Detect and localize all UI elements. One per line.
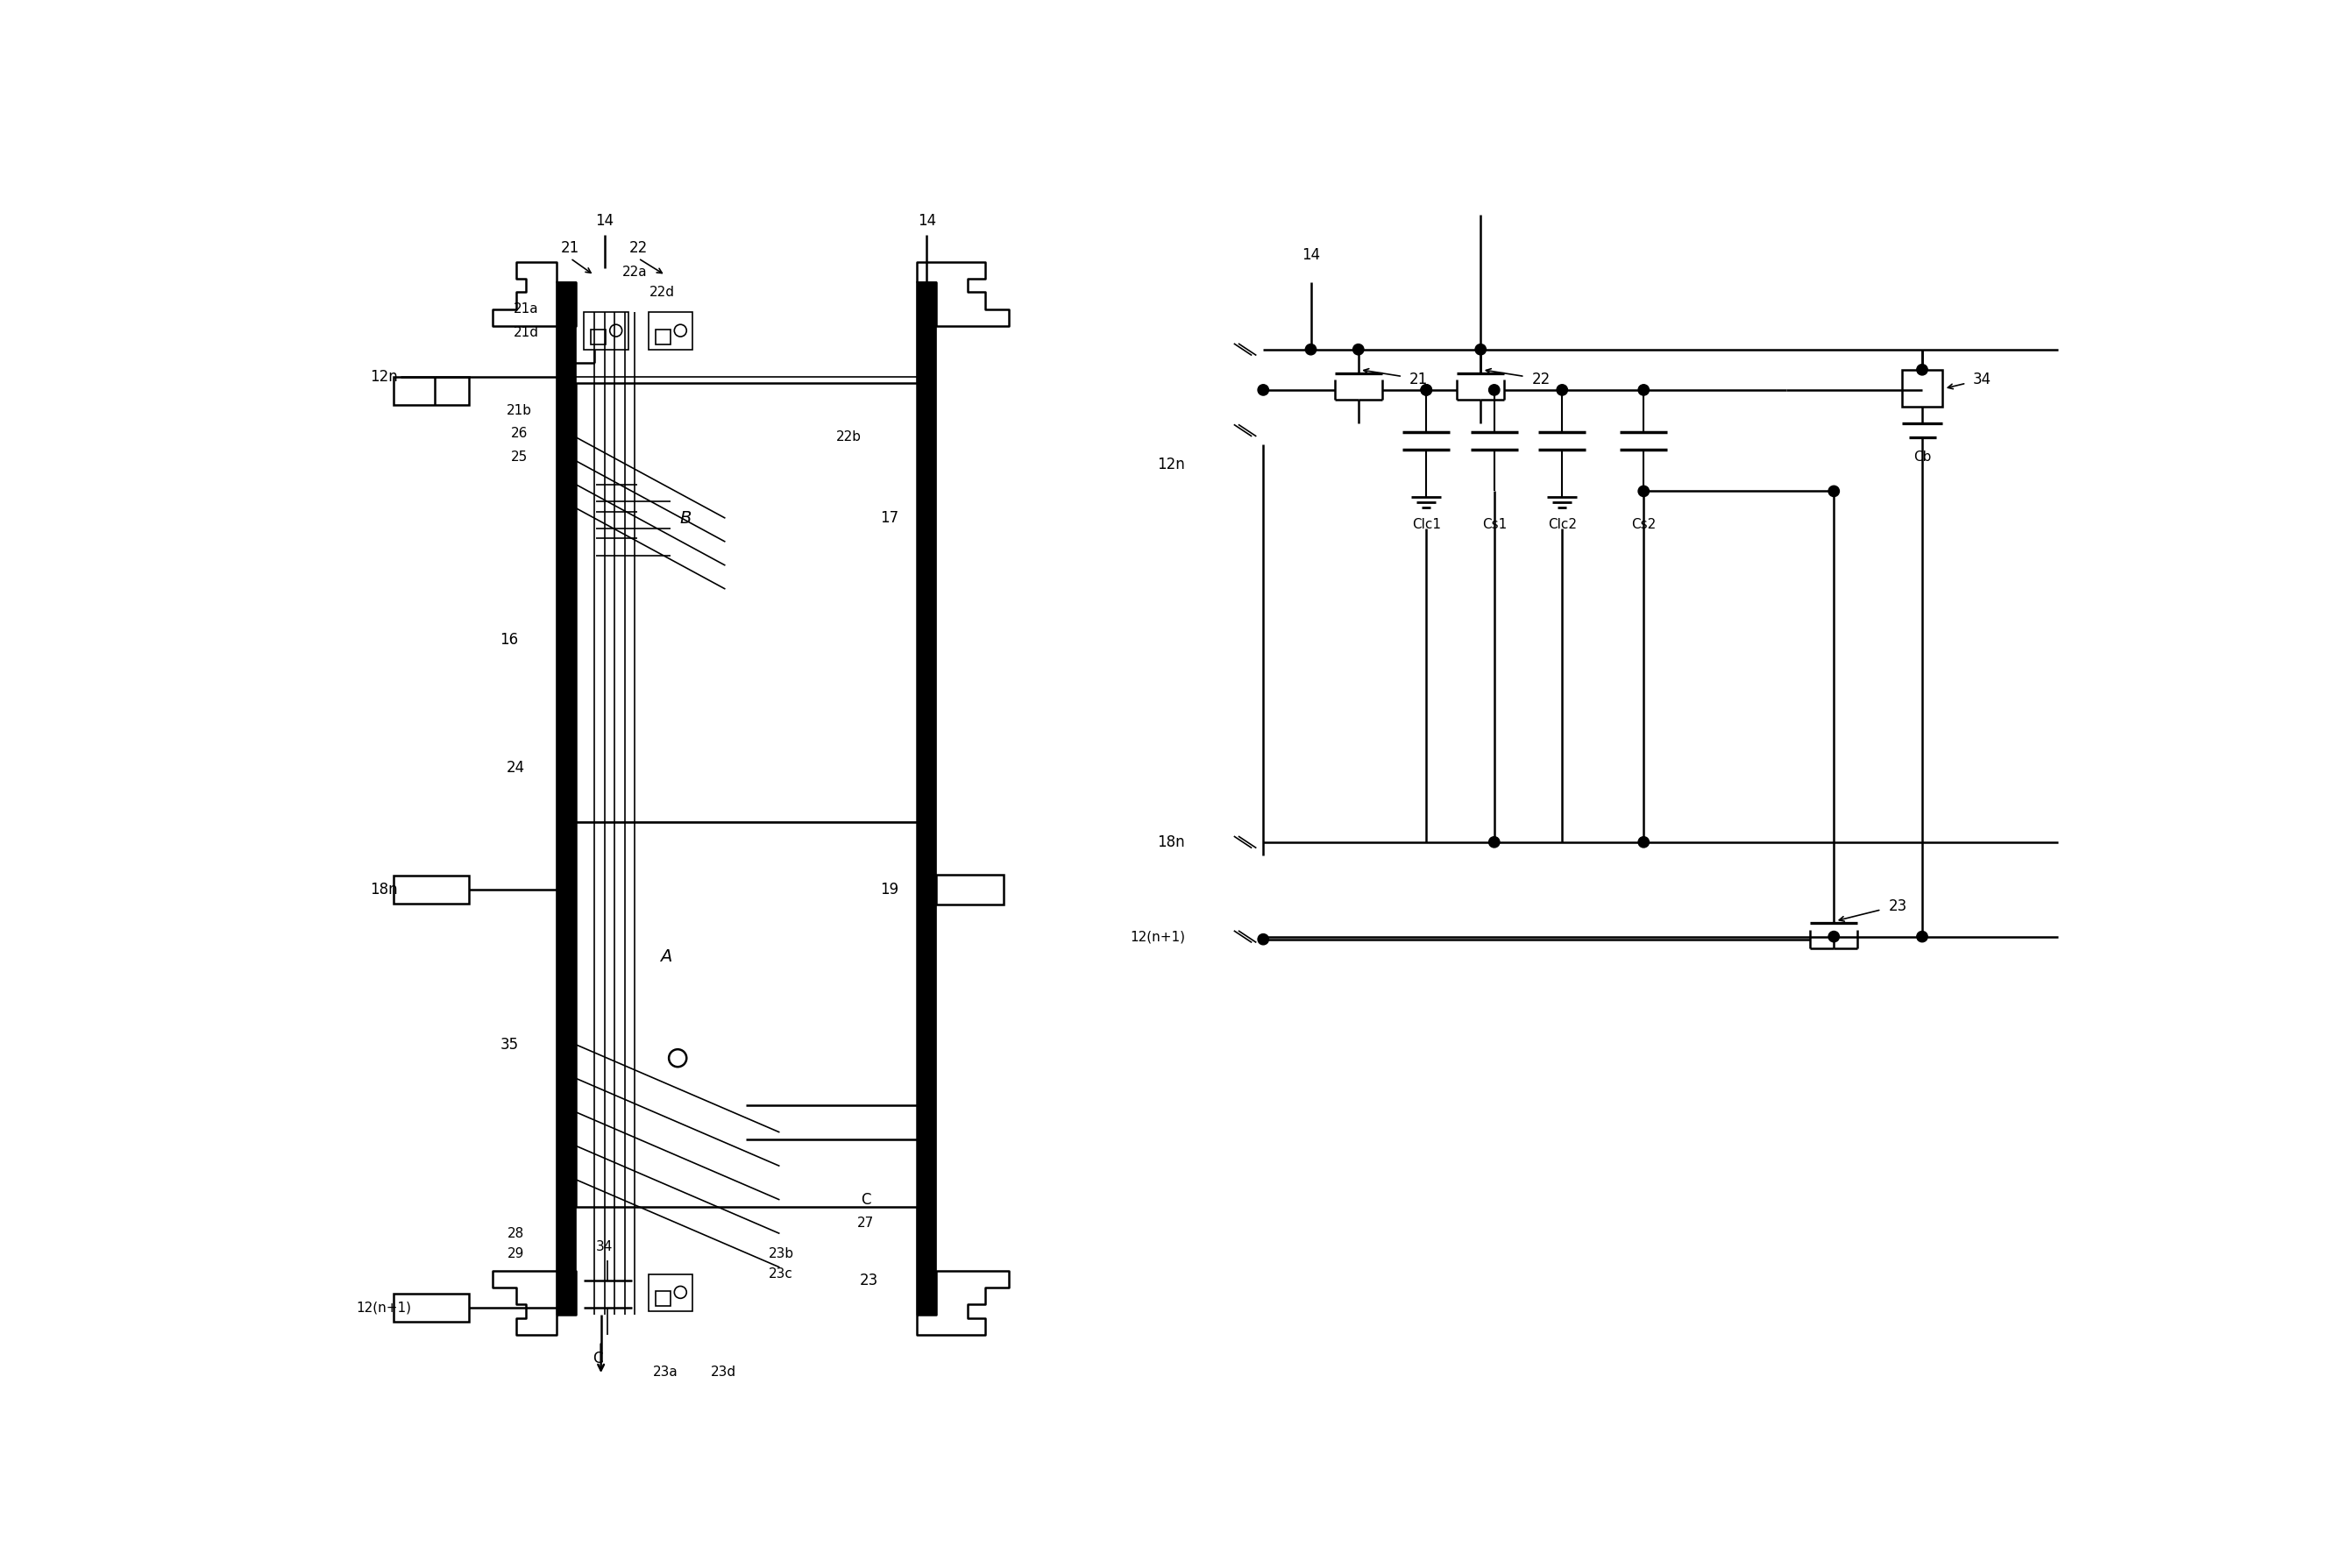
Text: 35: 35 [500,1036,518,1052]
Bar [1901,370,1943,406]
Text: 14: 14 [595,213,614,229]
Text: 21: 21 [560,240,579,256]
Bar [577,822,918,1206]
Circle shape [1422,384,1431,395]
Circle shape [1476,343,1485,354]
Circle shape [1917,931,1929,942]
Circle shape [1259,935,1268,944]
Bar [649,1275,693,1311]
Bar [577,383,918,822]
Text: 24: 24 [507,760,525,776]
Text: 22: 22 [1532,372,1550,387]
Text: C: C [593,1350,602,1366]
Text: 22b: 22b [836,431,862,444]
Text: 28: 28 [507,1228,525,1240]
Text: 17: 17 [880,510,899,527]
Bar [591,329,605,343]
Text: 23a: 23a [654,1366,677,1378]
Text: B: B [679,510,691,527]
Text: 22a: 22a [623,265,647,279]
Circle shape [1490,384,1499,395]
Circle shape [1828,486,1840,497]
Text: 23c: 23c [768,1267,794,1281]
Text: 14: 14 [918,213,936,229]
Bar [918,282,936,1314]
Text: 26: 26 [511,426,528,441]
Bar [395,376,469,405]
Text: 34: 34 [595,1240,612,1254]
Text: 29: 29 [507,1247,525,1261]
Bar [395,875,469,903]
Text: 21d: 21d [514,326,539,339]
Text: 34: 34 [1973,372,1992,387]
Circle shape [1828,931,1840,942]
Text: 12(n+1): 12(n+1) [1130,930,1186,944]
Text: 19: 19 [880,881,899,897]
Text: 23: 23 [859,1273,878,1289]
Text: Clc1: Clc1 [1413,517,1441,532]
Text: 16: 16 [500,632,518,648]
Bar [656,329,670,343]
Text: Cs1: Cs1 [1483,517,1506,532]
Text: 12n: 12n [1158,456,1186,472]
Circle shape [1639,837,1649,848]
Bar [584,312,628,350]
Text: 25: 25 [511,452,528,464]
Text: 14: 14 [1301,248,1319,263]
Text: 22d: 22d [649,285,675,298]
Bar [656,1290,670,1306]
Text: 18n: 18n [1158,834,1186,850]
Bar [395,1294,469,1322]
Text: 21a: 21a [514,303,539,315]
Circle shape [1917,364,1929,375]
Text: 23b: 23b [768,1247,794,1261]
Circle shape [1639,486,1649,497]
Text: Clc2: Clc2 [1548,517,1576,532]
Text: A: A [658,949,672,966]
Text: 18n: 18n [369,881,397,897]
Text: 27: 27 [857,1217,873,1229]
Text: 21b: 21b [507,403,532,417]
Text: 12(n+1): 12(n+1) [355,1301,411,1314]
Circle shape [1305,343,1317,354]
Text: 12n: 12n [369,368,397,384]
Text: C: C [862,1192,871,1207]
Text: Cb: Cb [1912,450,1931,464]
Text: 22: 22 [628,240,647,256]
Text: 23: 23 [1889,898,1908,914]
Circle shape [1557,384,1567,395]
Circle shape [1639,384,1649,395]
Bar [649,312,693,350]
Circle shape [1352,343,1364,354]
Circle shape [1422,384,1431,395]
Circle shape [1259,384,1268,395]
Bar [556,282,577,1314]
Text: Cs2: Cs2 [1632,517,1656,532]
Circle shape [1490,837,1499,848]
Text: 23d: 23d [710,1366,736,1378]
Text: 21: 21 [1410,372,1429,387]
Bar [936,875,1004,905]
